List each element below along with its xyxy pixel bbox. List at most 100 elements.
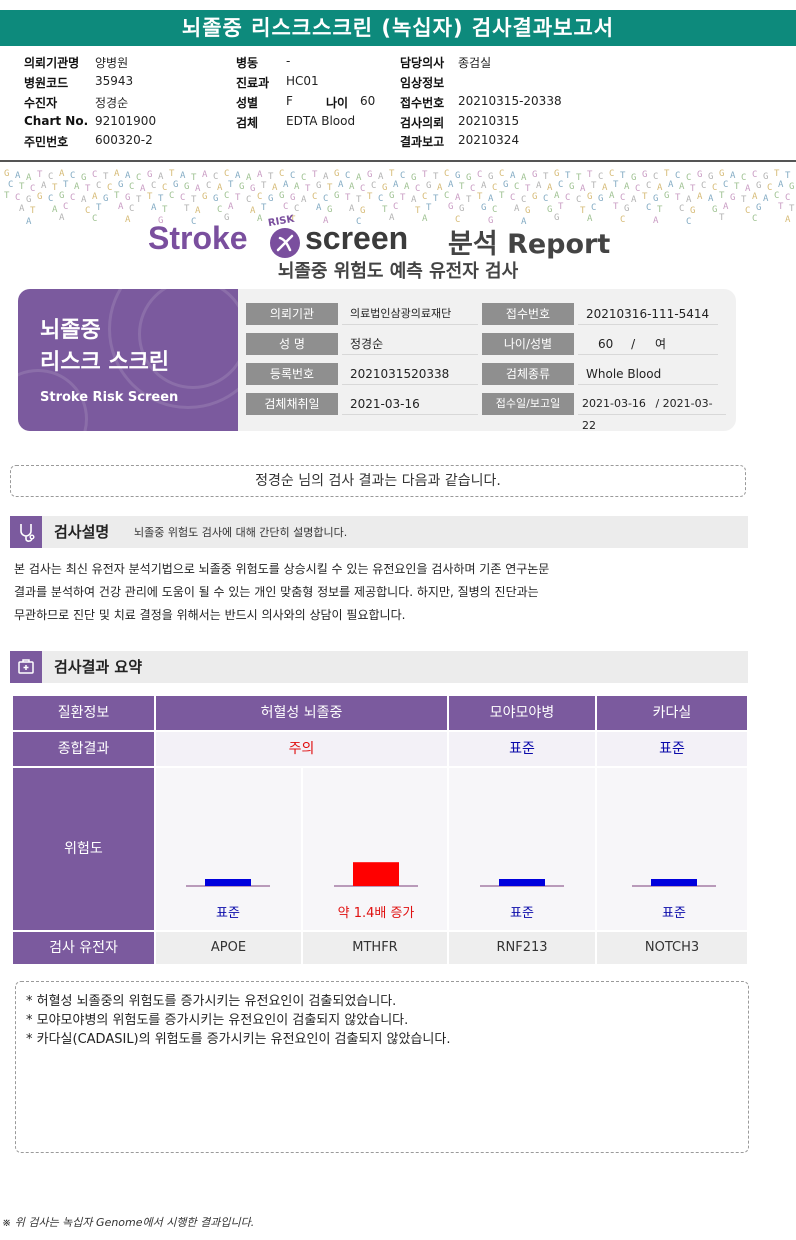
name-value: 정경순 [342,333,478,355]
dna-letter: C [312,192,317,202]
dna-letter: G [587,192,592,202]
card-title-panel: 뇌졸중 리스크 스크린 Stroke Risk Screen [18,289,238,431]
dna-letter: T [235,193,241,203]
dna-letter: C [8,180,13,190]
dna-letter: T [558,202,564,212]
dna-letter: A [785,215,791,225]
dna-letter: C [136,173,141,183]
dna-letter: A [547,183,553,193]
dna-letter: C [646,203,651,213]
risk-label-mthfr: 약 1.4배 증가 [338,906,415,921]
dna-letter: T [184,204,190,214]
dna-letter: C [609,169,614,179]
dna-letter: T [63,180,69,190]
dna-letter: C [378,194,383,204]
dna-letter: T [415,206,421,216]
description-line: 결과를 분석하여 건강 관리에 도움이 될 수 있는 개인 맞춤형 정보를 제공… [14,585,539,599]
dna-letter: A [202,170,208,180]
dna-letter: T [19,182,25,192]
dna-letter: A [195,206,201,216]
card-title-line2: 리스크 스크린 [40,350,170,375]
header-value: 정경순 [95,96,129,110]
header-label: 담당의사 [400,56,445,70]
dna-letter: G [37,192,42,202]
overall-result-moyamoya: 표준 [449,732,595,766]
disease-moyamoya: 모야모야병 [449,696,595,730]
section-description-bar: 검사설명 뇌졸중 위험도 검사에 대해 간단히 설명합니다. [10,516,748,548]
dna-letter: A [448,180,454,190]
note-line: * 허혈성 뇌졸중의 위험도를 증가시키는 유전요인이 검출되었습니다. [26,994,397,1009]
dna-letter: G [173,180,178,190]
dna-letter: A [653,216,659,226]
dna-letter: T [785,171,791,181]
dna-letter: C [752,170,757,180]
header-value: EDTA Blood [286,114,356,128]
risk-cell [449,768,595,930]
note-line: * 카다실(CADASIL)의 위험도를 증가시키는 유전요인이 검출되지 않았… [26,1032,451,1047]
dna-letter: T [433,172,439,182]
dna-letter: A [488,194,494,204]
dna-letter: T [774,169,780,179]
dna-letter: C [774,191,779,201]
risk-bar-apoe [205,879,251,886]
dna-letter: A [41,181,47,191]
dna-letter: A [19,204,25,214]
dna-letter: T [690,184,696,194]
dna-letter: A [349,204,355,214]
dna-letter: A [668,180,674,190]
dna-letter: A [411,195,417,205]
dna-letter: G [690,206,695,216]
dna-letter: A [301,195,307,205]
sex-value: 여 [654,337,667,351]
dna-letter: A [180,171,186,181]
dna-letter: C [635,184,640,194]
dna-letter: G [125,193,130,203]
dna-letter: G [459,204,464,214]
dna-decoration: GCTATCAACGTATAGCTCAATGCACACGTACCCATCTCGA… [4,169,795,226]
dna-letter: G [525,206,530,216]
dna-letter: G [316,181,321,191]
dna-letter: C [257,192,262,202]
header-label: 의뢰기관명 [24,56,80,70]
header-label: 병원코드 [24,76,69,90]
dna-letter: C [323,194,328,204]
dna-letter: A [81,195,87,205]
header-value: 20210315 [458,114,520,128]
brand-report: 분석 Report [448,229,611,260]
dna-letter: C [701,181,706,191]
dna-letter: A [437,183,443,193]
patient-info-card: 뇌졸중 리스크 스크린 Stroke Risk Screen 의뢰기관 의료법인… [18,289,736,431]
dna-letter: C [422,192,427,202]
dna-letter: C [92,170,97,180]
dna-letter: C [345,171,350,181]
header-value: 양병원 [95,56,129,70]
disease-row-label: 질환정보 [13,696,154,730]
risk-label-rnf213: 표준 [510,906,534,921]
age-value-card: 60 [598,337,614,351]
dna-letter: C [162,183,167,193]
swirl-decoration [138,289,238,389]
brain-logo-icon [270,228,300,258]
header-label: 검체 [236,116,259,130]
greeting-box: 정경순 님의 검사 결과는 다음과 같습니다. [10,465,746,497]
dna-letter: A [356,173,362,183]
header-label: 결과보고 [400,135,445,149]
dna-letter: C [712,183,717,193]
dna-letter: C [470,184,475,194]
dna-letter: A [250,206,256,216]
dna-letter: C [565,193,570,203]
dna-letter: T [37,170,43,180]
dna-letter: A [158,172,164,182]
dna-letter: A [378,172,384,182]
dna-letter: G [719,169,724,179]
dna-letter: G [59,191,64,201]
overall-result-cadasil: 표준 [597,732,747,766]
dna-letter: T [620,171,626,181]
overall-result-ischemic: 주의 [156,732,447,766]
header-value: 600320-2 [95,133,153,147]
report-title: 뇌졸중 리스크스크린 (녹십자) 검사결과보고서 [0,10,796,46]
dna-letter: C [85,206,90,216]
dna-letter: C [686,217,691,226]
dna-letter: A [59,213,65,223]
dna-letter: A [294,182,300,192]
